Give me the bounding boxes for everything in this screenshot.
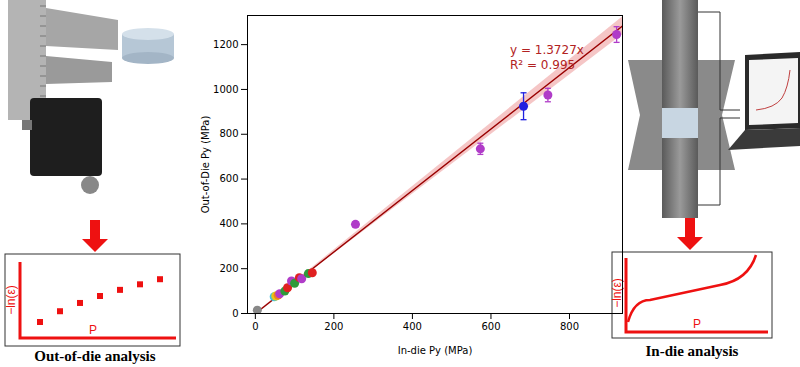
svg-text:400: 400 [403, 321, 422, 332]
svg-text:0: 0 [252, 321, 258, 332]
svg-text:400: 400 [219, 218, 238, 229]
svg-text:−ln(ε): −ln(ε) [610, 278, 624, 308]
svg-text:P: P [693, 317, 701, 331]
svg-text:Out-of-Die Py (MPa): Out-of-Die Py (MPa) [200, 116, 211, 214]
svg-text:In-die analysis: In-die analysis [646, 343, 739, 359]
svg-text:200: 200 [219, 263, 238, 274]
svg-text:Out-of-die analysis: Out-of-die analysis [34, 348, 155, 364]
svg-text:P: P [89, 323, 97, 337]
svg-text:y = 1.3727x: y = 1.3727x [510, 43, 584, 57]
svg-text:800: 800 [560, 321, 579, 332]
svg-text:600: 600 [481, 321, 500, 332]
svg-text:1200: 1200 [213, 39, 238, 50]
svg-text:0: 0 [232, 308, 238, 319]
svg-text:R² = 0.995: R² = 0.995 [510, 58, 575, 72]
svg-text:800: 800 [219, 128, 238, 139]
svg-text:200: 200 [324, 321, 343, 332]
svg-text:In-die Py (MPa): In-die Py (MPa) [398, 345, 473, 356]
svg-text:600: 600 [219, 173, 238, 184]
svg-text:−ln(ε): −ln(ε) [4, 285, 18, 315]
svg-text:1000: 1000 [213, 84, 238, 95]
